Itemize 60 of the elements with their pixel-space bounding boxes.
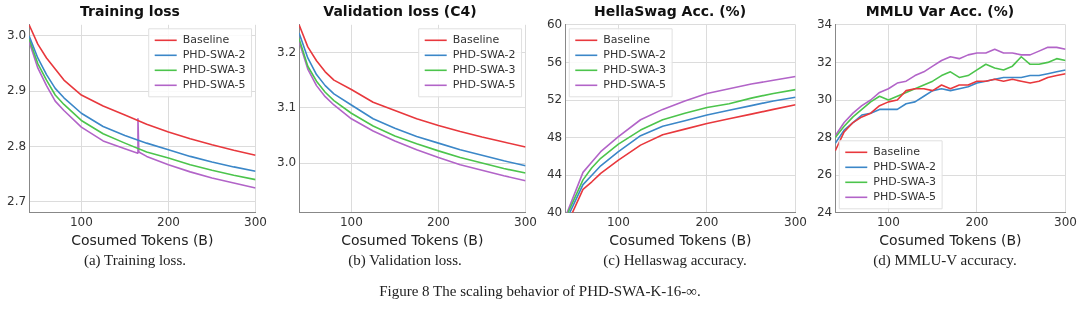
- legend-label: PHD-SWA-3: [182, 63, 246, 77]
- y-tick-label: 3.0: [276, 155, 297, 170]
- y-tick-label: 3.0: [6, 27, 27, 42]
- x-tick-label: 300: [514, 215, 537, 230]
- caption: Figure 8 The scaling behavior of PHD-SWA-K-16-∞.: [378, 283, 702, 300]
- y-tick-label: 2.7: [6, 193, 27, 208]
- y-tick-label: 2.9: [6, 83, 27, 98]
- y-tick-label: 2.8: [6, 138, 27, 153]
- chart-title: Training loss: [80, 3, 180, 20]
- x-tick-label: 100: [876, 215, 900, 230]
- x-tick-label: 300: [784, 215, 807, 230]
- x-tick-label: 200: [695, 215, 719, 230]
- y-tick-label: 56: [546, 54, 563, 69]
- y-tick-label: 40: [546, 204, 563, 219]
- y-tick-label: 52: [546, 92, 563, 107]
- legend-label: PHD-SWA-3: [603, 63, 667, 77]
- x-axis-title: Cosumed Tokens (B): [341, 232, 484, 249]
- x-axis-title: Cosumed Tokens (B): [609, 232, 752, 249]
- x-tick-label: 300: [1054, 215, 1077, 230]
- legend-label: PHD-SWA-2: [452, 48, 516, 62]
- text: (b) Validation loss.: [347, 252, 463, 269]
- text: (d) MMLU-V accuracy.: [872, 252, 1018, 269]
- x-tick-label: 200: [426, 215, 450, 230]
- chart-title: Validation loss (C4): [323, 3, 477, 20]
- x-tick-label: 200: [965, 215, 989, 230]
- legend-label: PHD-SWA-5: [873, 190, 937, 204]
- y-tick-label: 24: [816, 204, 833, 219]
- x-tick-label: 100: [339, 215, 363, 230]
- legend-label: Baseline: [873, 145, 921, 159]
- y-tick-label: 28: [816, 129, 833, 144]
- text: (c) Hellaswag accuracy.: [602, 252, 748, 269]
- y-tick-label: 60: [546, 16, 563, 31]
- legend-label: Baseline: [452, 33, 500, 47]
- chart-title: HellaSwag Acc. (%): [593, 3, 747, 20]
- legend-label: PHD-SWA-2: [873, 160, 937, 174]
- legend-label: PHD-SWA-2: [182, 48, 246, 62]
- y-tick-label: 44: [546, 167, 563, 182]
- y-tick-label: 26: [816, 167, 833, 182]
- y-tick-label: 34: [816, 16, 833, 31]
- legend-label: Baseline: [182, 33, 230, 47]
- legend-label: PHD-SWA-5: [182, 78, 246, 92]
- legend-label: PHD-SWA-5: [452, 78, 516, 92]
- y-tick-label: 3.2: [276, 44, 297, 59]
- x-tick-label: 300: [244, 215, 267, 230]
- text: (a) Training loss.: [82, 252, 188, 269]
- x-tick-label: 100: [69, 215, 93, 230]
- legend-label: PHD-SWA-3: [873, 175, 937, 189]
- legend-label: Baseline: [603, 33, 651, 47]
- y-tick-label: 3.1: [276, 99, 297, 114]
- x-tick-label: 100: [606, 215, 630, 230]
- y-tick-label: 30: [816, 92, 833, 107]
- x-axis-title: Cosumed Tokens (B): [71, 232, 214, 249]
- legend-label: PHD-SWA-3: [452, 63, 516, 77]
- y-tick-label: 32: [816, 54, 833, 69]
- legend-label: PHD-SWA-5: [603, 78, 667, 92]
- legend-label: PHD-SWA-2: [603, 48, 667, 62]
- x-axis-title: Cosumed Tokens (B): [879, 232, 1022, 249]
- x-tick-label: 200: [156, 215, 180, 230]
- chart-title: MMLU Var Acc. (%): [865, 3, 1015, 20]
- y-tick-label: 48: [546, 129, 563, 144]
